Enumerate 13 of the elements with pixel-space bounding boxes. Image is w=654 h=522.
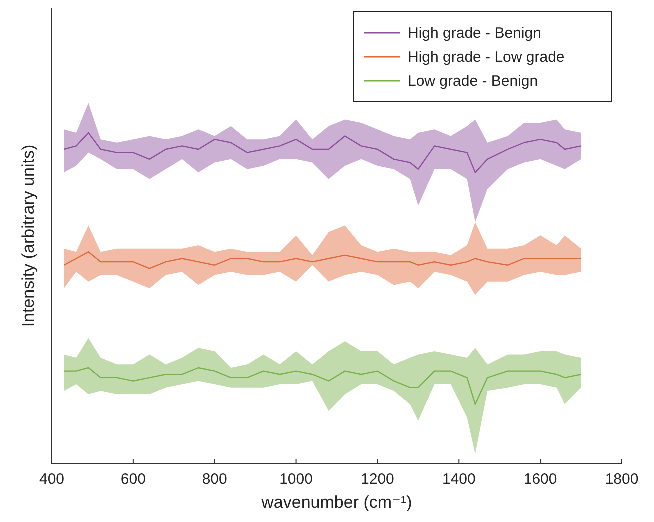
x-tick-label: 1200 <box>361 471 394 488</box>
legend-label: High grade - Benign <box>408 25 542 42</box>
y-axis-title: Intensity (arbitrary units) <box>19 144 38 328</box>
x-tick-label: 1800 <box>605 471 639 488</box>
x-tick-label: 400 <box>39 471 65 488</box>
x-tick-label: 600 <box>120 471 146 488</box>
legend-label: Low grade - Benign <box>408 73 538 90</box>
x-tick-label: 1000 <box>280 471 313 488</box>
x-tick-label: 1400 <box>442 471 476 488</box>
x-tick-label: 1600 <box>524 471 558 488</box>
x-axis-title: wavenumber (cm⁻¹) <box>260 493 412 512</box>
legend-label: High grade - Low grade <box>408 49 565 66</box>
x-tick-label: 800 <box>202 471 228 488</box>
